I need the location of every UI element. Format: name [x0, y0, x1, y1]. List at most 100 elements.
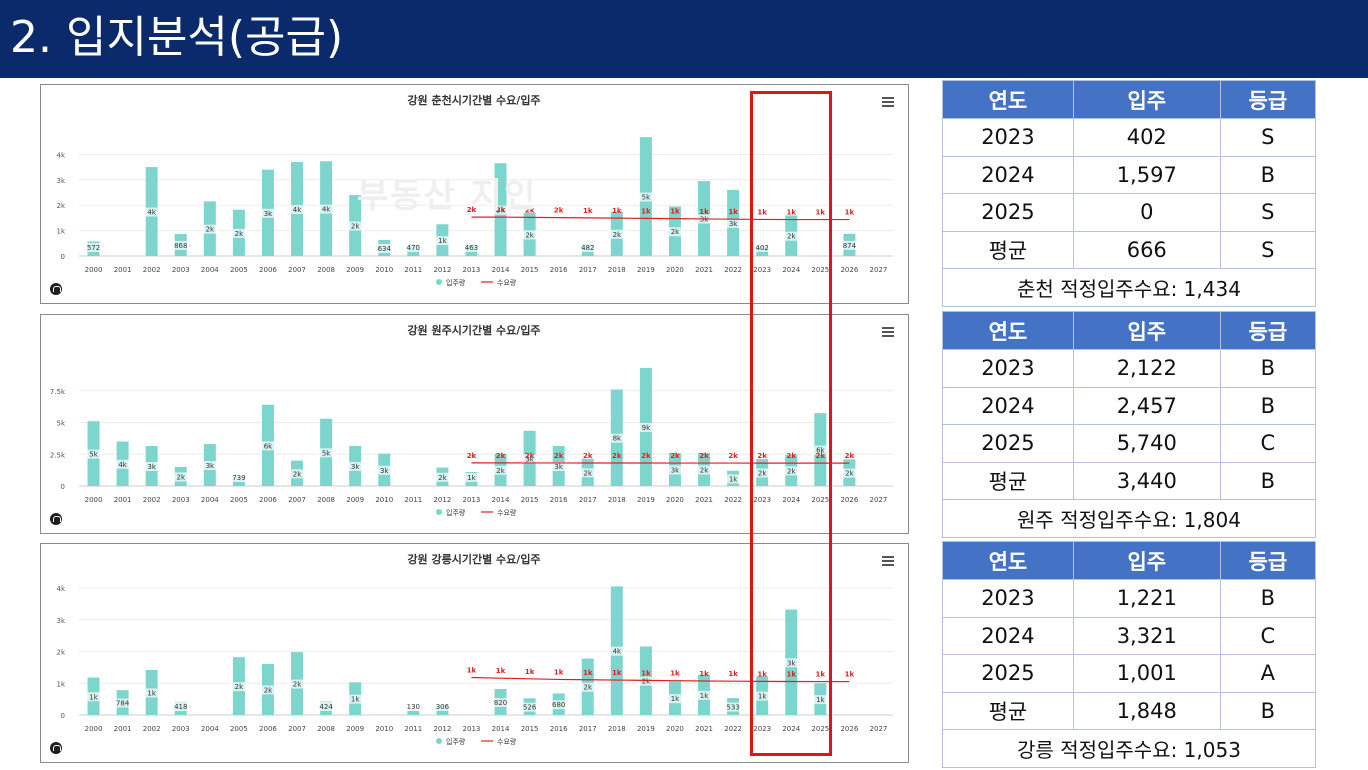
bar-data-label: 4k [147, 209, 156, 217]
line-data-label: 1k [786, 671, 796, 679]
cell-grade: B [1219, 155, 1317, 194]
x-tick-label: 2023 [753, 496, 771, 504]
y-tick-label: 7.5k [50, 388, 66, 396]
bar-data-label: 1k [351, 696, 360, 704]
x-tick-label: 2008 [317, 266, 335, 274]
chart-title: 강원 원주시기간별 수요/입주 [407, 323, 540, 337]
data-label-bg [578, 243, 597, 252]
y-tick-label: 0 [61, 253, 65, 261]
bar-data-label: 1k [467, 474, 476, 482]
cell-year: 2024 [942, 616, 1074, 655]
bar-data-label: 2k [525, 231, 534, 239]
line-data-label: 2k [525, 206, 535, 214]
x-tick-label: 2002 [143, 266, 161, 274]
cell-grade: B [1219, 461, 1317, 500]
x-tick-label: 2018 [608, 266, 626, 274]
bar-data-label: 470 [407, 244, 420, 252]
data-label-bg [724, 218, 743, 228]
bar-data-label: 1k [816, 696, 825, 704]
data-label-bg [404, 702, 423, 711]
header-year: 연도 [942, 311, 1074, 350]
line-data-label: 1k [670, 670, 680, 678]
x-tick-label: 2019 [637, 266, 655, 274]
bar-data-label: 402 [755, 244, 768, 252]
x-tick-label: 2025 [811, 496, 829, 504]
cell-supply: 402 [1072, 118, 1221, 157]
bar-data-label: 2k [351, 223, 360, 231]
menu-icon[interactable] [882, 327, 894, 337]
chart-panel-chuncheon: 강원 춘천시기간별 수요/입주 0 1k 2k 3k 4k 2000 2001 2002 2003… [40, 84, 909, 304]
line-data-label: 1k [554, 668, 564, 676]
x-tick-label: 2020 [666, 496, 684, 504]
x-tick-label: 2001 [114, 496, 132, 504]
demand-text: 춘천 적정입주수요: 1,434 [942, 268, 1316, 307]
bar-data-label: 868 [174, 242, 187, 250]
cell-grade: B [1219, 579, 1317, 618]
legend-supply-marker [436, 509, 442, 515]
x-tick-label: 2006 [259, 266, 277, 274]
x-tick-label: 2013 [463, 266, 481, 274]
bar-data-label: 6k [816, 447, 825, 455]
data-label-bg [753, 243, 772, 252]
data-label-bg [317, 204, 336, 214]
data-label-bg [462, 473, 481, 482]
cell-grade: A [1219, 654, 1317, 693]
legend-supply-marker [436, 279, 442, 285]
x-tick-label: 2022 [724, 496, 742, 504]
line-data-label: 2k [816, 452, 826, 460]
line-data-label: 1k [583, 669, 593, 677]
menu-icon[interactable] [882, 97, 894, 107]
table-row: 2025 0 S [942, 193, 1317, 232]
x-tick-label: 2017 [579, 725, 597, 733]
data-label-bg [258, 685, 277, 695]
table-footer-row: 춘천 적정입주수요: 1,434 [942, 268, 1316, 307]
data-label-bg [549, 461, 568, 471]
bar-data-label: 2k [613, 231, 622, 239]
bar-data-label: 526 [523, 704, 537, 712]
bar-data-label: 2k [758, 470, 767, 478]
x-tick-label: 2018 [608, 496, 626, 504]
line-data-label: 1k [699, 670, 709, 678]
line-data-label: 1k [786, 209, 796, 217]
table-row: 2025 5,740 C [942, 424, 1317, 463]
cell-grade: B [1219, 691, 1317, 730]
highlight-box-2023-2025 [750, 91, 832, 756]
table-row: 2025 1,001 A [942, 654, 1317, 693]
bar-data-label: 2k [583, 469, 592, 477]
table-row: 평균 666 S [942, 230, 1317, 269]
cell-supply: 1,597 [1072, 155, 1221, 194]
data-label-bg [346, 221, 365, 231]
x-tick-label: 2009 [346, 725, 364, 733]
x-tick-label: 2000 [85, 266, 103, 274]
bar-data-label: 2k [845, 470, 854, 478]
data-label-bg [200, 224, 219, 234]
line-data-label: 1k [757, 208, 767, 216]
x-tick-label: 2007 [288, 496, 306, 504]
line-data-label: 1k [728, 208, 738, 216]
menu-icon[interactable] [882, 556, 894, 566]
cell-year: 평균 [942, 461, 1074, 500]
line-data-label: 2k [786, 452, 796, 460]
x-tick-label: 2023 [753, 725, 771, 733]
header-year: 연도 [942, 80, 1074, 119]
bar-data-label: 3k [380, 467, 389, 475]
cell-grade: C [1219, 424, 1317, 463]
bar-data-label: 3k [729, 220, 738, 228]
line-data-label: 1k [816, 209, 826, 217]
cell-supply: 2,122 [1072, 349, 1221, 388]
x-tick-label: 2026 [840, 266, 858, 274]
bar-data-label: 5k [89, 451, 98, 459]
x-tick-label: 2011 [404, 725, 422, 733]
watermark: 부동산 지인 [357, 176, 538, 216]
bar-data-label: 634 [378, 245, 392, 253]
header-supply: 입주 [1072, 541, 1221, 580]
table-row: 평균 3,440 B [942, 461, 1317, 500]
data-label-bg [753, 468, 772, 478]
y-tick-label: 4k [56, 585, 65, 593]
x-tick-label: 2021 [695, 725, 713, 733]
y-tick-label: 2k [56, 202, 65, 210]
x-tick-label: 2022 [724, 266, 742, 274]
bar-data-label: 2k [293, 681, 302, 689]
x-tick-label: 2025 [811, 266, 829, 274]
cell-grade: C [1219, 616, 1317, 655]
